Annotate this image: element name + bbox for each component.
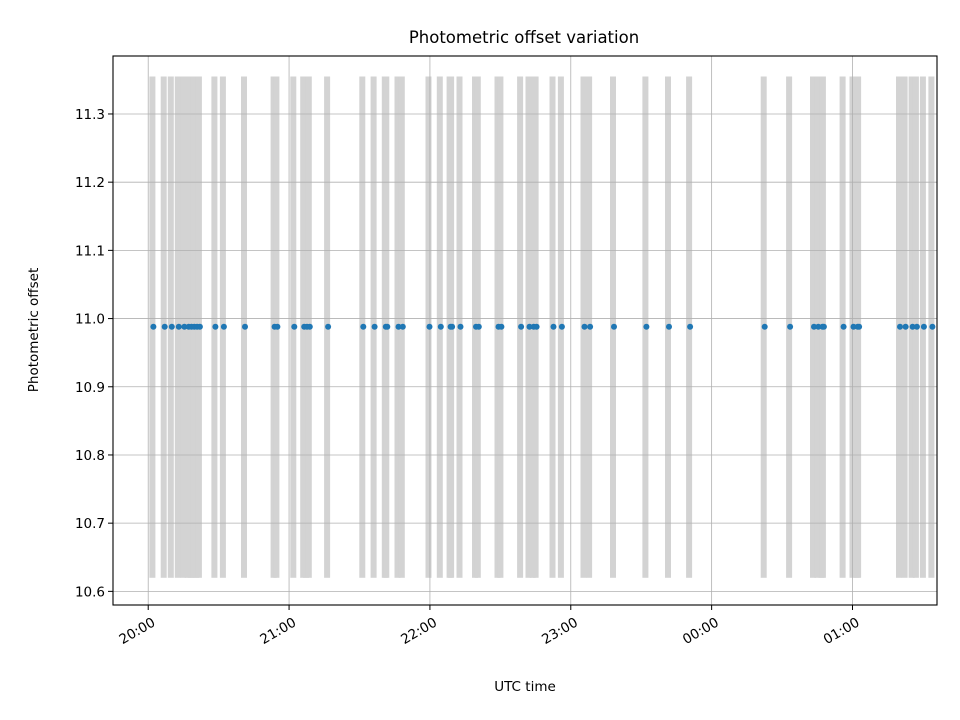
data-point	[518, 323, 525, 330]
x-tick-label: 00:00	[680, 615, 722, 648]
data-point	[587, 323, 594, 330]
x-tick-label: 23:00	[539, 615, 581, 648]
data-point	[242, 323, 248, 330]
data-point	[168, 323, 175, 330]
x-tick-label: 01:00	[821, 615, 863, 648]
data-point	[449, 323, 456, 330]
data-point	[212, 323, 219, 330]
data-point	[533, 323, 540, 330]
data-point	[181, 323, 188, 330]
y-axis: 10.6 10.7 10.8 10.9 11.0 11.1 11.2 11.3	[75, 107, 113, 600]
x-axis-label: UTC time	[494, 679, 556, 695]
data-point	[902, 323, 909, 330]
data-point	[498, 323, 505, 330]
data-point	[371, 323, 378, 330]
data-point	[558, 323, 565, 330]
data-point	[581, 323, 588, 330]
data-point	[399, 323, 406, 330]
data-point	[929, 323, 936, 330]
chart-title: Photometric offset variation	[409, 28, 639, 47]
data-point	[643, 323, 650, 330]
data-points	[150, 323, 936, 330]
data-point	[815, 323, 822, 330]
data-point	[913, 323, 920, 330]
data-point	[437, 323, 444, 330]
data-point	[550, 323, 557, 330]
y-axis-label: Photometric offset	[26, 268, 42, 392]
y-tick-label: 10.9	[75, 380, 105, 396]
data-point	[175, 323, 182, 330]
y-tick-label: 11.3	[75, 107, 105, 123]
data-point	[395, 323, 402, 330]
data-point	[384, 323, 391, 330]
data-point	[897, 323, 903, 330]
data-point	[196, 323, 203, 330]
data-point	[360, 323, 367, 330]
x-tick-label: 20:00	[117, 615, 159, 648]
data-point	[787, 323, 794, 330]
x-tick-label: 21:00	[257, 615, 299, 648]
data-point	[850, 323, 857, 330]
y-tick-label: 10.7	[75, 516, 105, 532]
data-point	[761, 323, 768, 330]
data-point	[457, 323, 464, 330]
data-point	[820, 323, 827, 330]
data-point	[306, 323, 313, 330]
y-tick-label: 11.0	[75, 312, 105, 328]
y-tick-label: 10.8	[75, 448, 105, 464]
data-point	[291, 323, 298, 330]
y-tick-label: 11.2	[75, 175, 105, 191]
data-point	[909, 323, 916, 330]
data-point	[220, 323, 227, 330]
data-point	[611, 323, 617, 330]
data-point	[687, 323, 694, 330]
data-point	[150, 323, 157, 330]
data-point	[856, 323, 863, 330]
data-point	[666, 323, 672, 330]
data-point	[526, 323, 533, 330]
x-tick-label: 22:00	[398, 615, 440, 648]
data-point	[325, 323, 332, 330]
data-point	[811, 323, 817, 330]
data-point	[475, 323, 482, 330]
plot-frame	[112, 55, 938, 606]
grid-lines	[113, 56, 937, 605]
data-point	[274, 323, 281, 330]
data-point	[920, 323, 927, 330]
data-point	[161, 323, 168, 330]
data-point	[426, 323, 433, 330]
y-tick-label: 11.1	[75, 243, 105, 259]
x-axis: 20:00 21:00 22:00 23:00 00:00 01:00	[117, 605, 863, 648]
data-point	[840, 323, 847, 330]
y-tick-label: 10.6	[75, 584, 105, 600]
